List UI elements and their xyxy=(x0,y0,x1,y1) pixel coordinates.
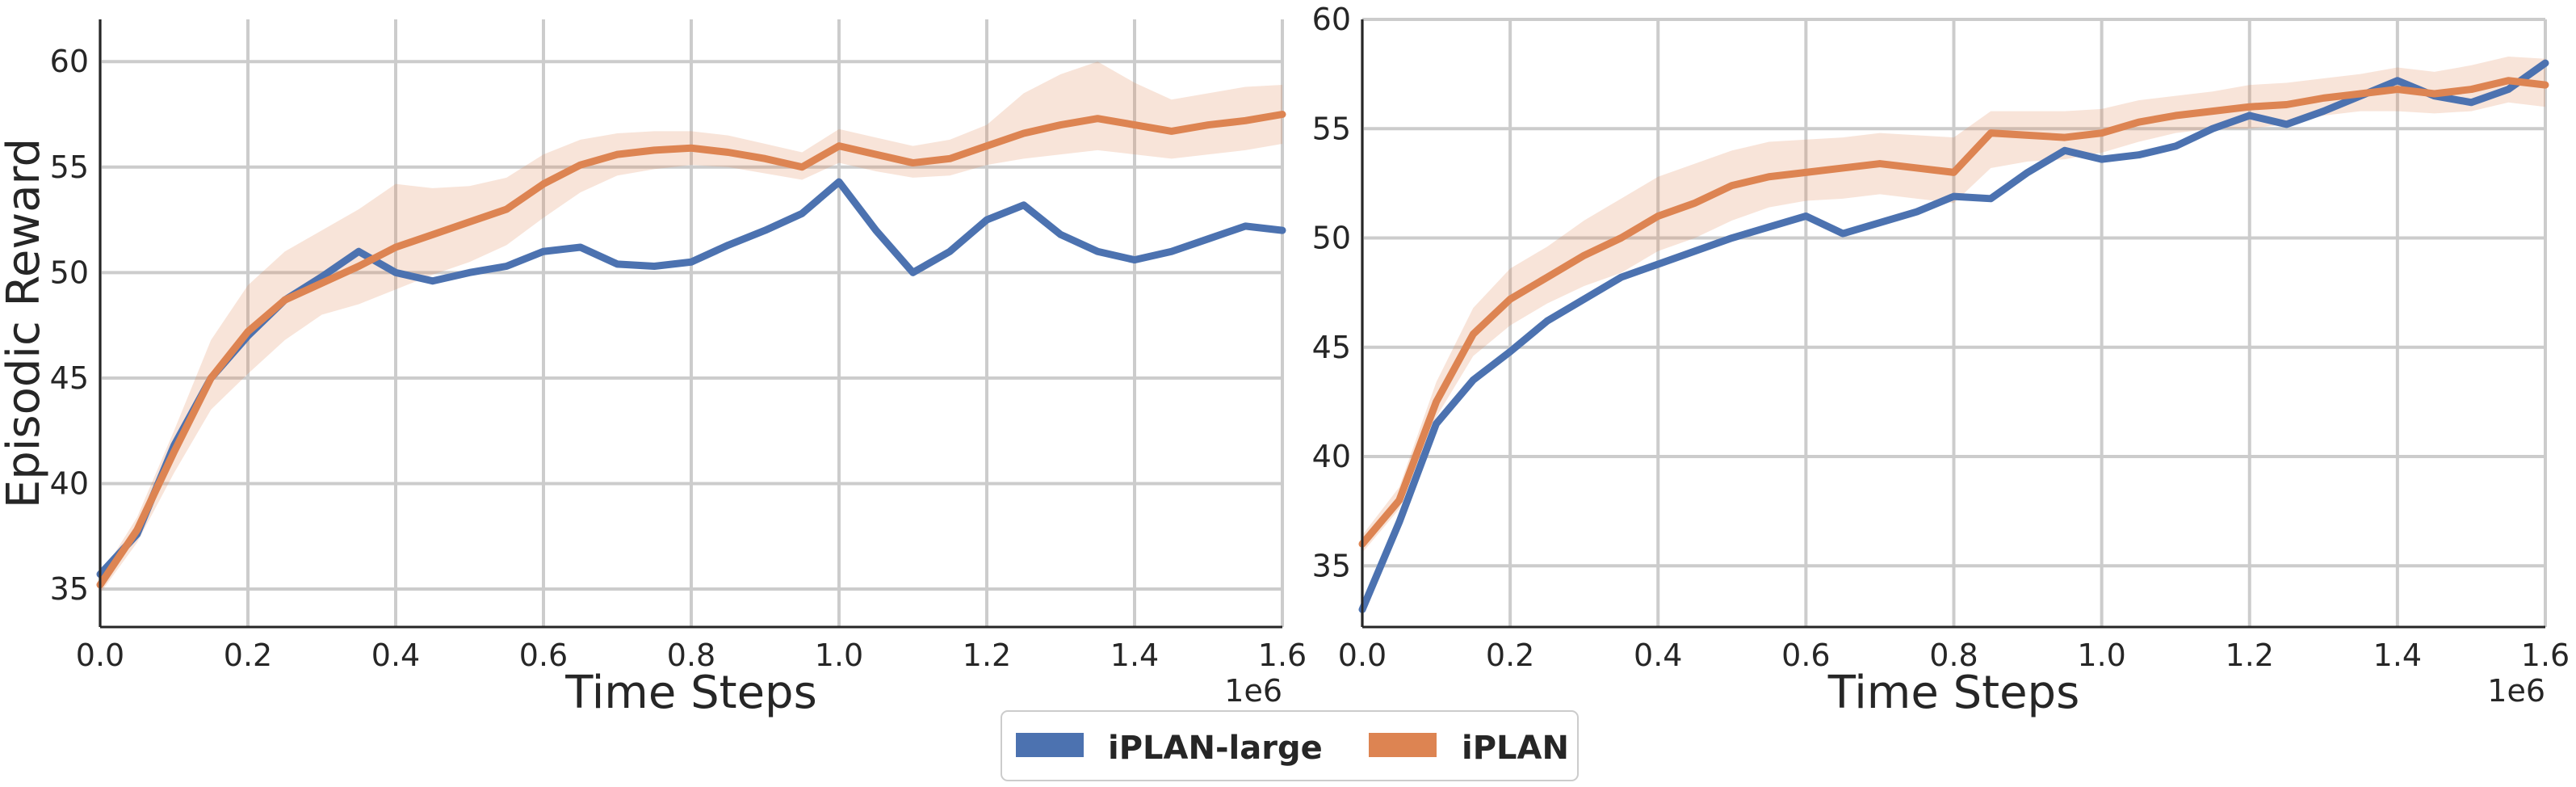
left-x-tick-label: 0.0 xyxy=(76,638,124,673)
left-x-tick-label: 1.0 xyxy=(815,638,863,673)
right-x-tick-label: 1.6 xyxy=(2521,638,2570,673)
left-y-tick-label: 45 xyxy=(50,360,89,396)
left-x-tick-label: 0.2 xyxy=(224,638,272,673)
right-y-tick-label: 40 xyxy=(1312,439,1351,474)
left-y-tick-label: 35 xyxy=(50,571,89,607)
left-y-tick-label: 55 xyxy=(50,149,89,185)
left-y-tick-label: 60 xyxy=(50,44,89,79)
left-y-axis-label: Episodic Reward xyxy=(0,138,50,508)
right-y-tick-label: 50 xyxy=(1312,221,1351,256)
right-line-iplan xyxy=(1358,77,2549,548)
legend: iPLAN-large iPLAN xyxy=(1001,710,1579,781)
legend-swatch-iplan xyxy=(1369,733,1437,757)
right-x-axis-label: Time Steps xyxy=(1827,667,2080,719)
right-y-tick-label: 60 xyxy=(1312,2,1351,37)
right-chart-panel: 0.0 0.2 0.4 0.6 0.8 1.0 1.2 1.4 1.6 35 40 45 50 55 60 T… xyxy=(1312,2,2570,719)
right-x-tick-label: 0.6 xyxy=(1781,638,1830,673)
left-line-iplan xyxy=(96,111,1286,589)
right-x-offset-label: 1e6 xyxy=(2487,673,2545,709)
left-x-tick-label: 0.8 xyxy=(667,638,715,673)
right-x-tick-label: 0.8 xyxy=(1929,638,1978,673)
right-x-tick-label: 0.4 xyxy=(1634,638,1682,673)
left-x-axis-label: Time Steps xyxy=(564,667,817,719)
right-band-iplan xyxy=(1362,56,2545,553)
left-y-tick-label: 50 xyxy=(50,255,89,290)
left-x-tick-label: 0.4 xyxy=(371,638,420,673)
legend-label-iplan: iPLAN xyxy=(1462,730,1569,767)
left-chart-panel: 0.0 0.2 0.4 0.6 0.8 1.0 1.2 1.4 1.6 35 40 45 50 55 60 T… xyxy=(0,19,1307,719)
left-x-tick-label: 0.6 xyxy=(519,638,568,673)
right-x-tick-label: 1.2 xyxy=(2226,638,2274,673)
left-band-iplan xyxy=(100,61,1282,594)
left-y-tick-label: 40 xyxy=(50,465,89,501)
left-x-tick-label: 1.4 xyxy=(1110,638,1159,673)
right-x-tick-label: 1.0 xyxy=(2077,638,2125,673)
legend-frame xyxy=(1001,710,1579,781)
right-x-tick-label: 0.0 xyxy=(1338,638,1387,673)
legend-swatch-iplan-large xyxy=(1016,733,1084,757)
right-y-tick-label: 45 xyxy=(1312,330,1351,365)
right-line-iplan-large xyxy=(1358,59,2549,613)
left-x-tick-label: 1.6 xyxy=(1258,638,1307,673)
left-x-tick-label: 1.2 xyxy=(963,638,1011,673)
legend-label-iplan-large: iPLAN-large xyxy=(1108,730,1323,767)
right-y-tick-label: 35 xyxy=(1312,548,1351,583)
left-x-offset-label: 1e6 xyxy=(1224,673,1282,709)
right-y-tick-label: 55 xyxy=(1312,111,1351,146)
right-x-tick-label: 1.4 xyxy=(2373,638,2422,673)
right-x-tick-label: 0.2 xyxy=(1486,638,1534,673)
